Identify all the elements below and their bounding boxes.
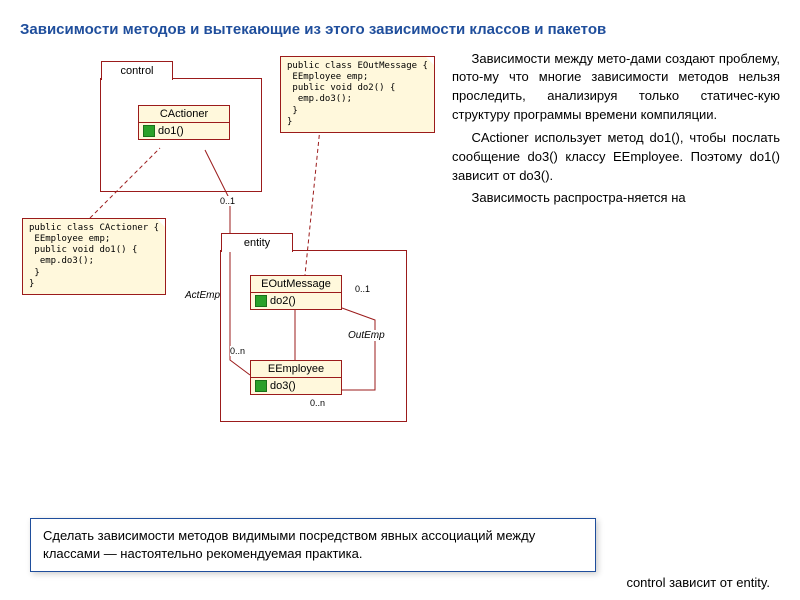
visibility-icon xyxy=(143,125,155,137)
class-eoutmessage: EOutMessage do2() xyxy=(250,275,342,310)
page-title: Зависимости методов и вытекающие из этог… xyxy=(20,20,780,40)
class-eemployee: EEmployee do3() xyxy=(250,360,342,395)
assoc-outemp: OutEmp xyxy=(348,330,385,341)
paragraph-1: Зависимости между мето-дами создают проб… xyxy=(452,50,780,125)
note-cactioner: public class CActioner { EEmployee emp; … xyxy=(22,218,166,296)
uml-diagram: control entity CActioner do1() EOutMessa… xyxy=(20,50,440,470)
paragraph-2: CActioner использует метод do1(), чтобы … xyxy=(452,129,780,186)
class-cactioner-name: CActioner xyxy=(139,106,229,123)
visibility-icon xyxy=(255,295,267,307)
mult-0n-b: 0..n xyxy=(310,398,325,408)
class-eoutmessage-op: do2() xyxy=(251,293,341,309)
mult-01-b: 0..1 xyxy=(355,284,370,294)
class-eemployee-op: do3() xyxy=(251,378,341,394)
mult-01-a: 0..1 xyxy=(220,196,235,206)
package-entity-label: entity xyxy=(221,233,293,252)
text-column: Зависимости между мето-дами создают проб… xyxy=(452,50,780,470)
op-label: do3() xyxy=(270,380,296,392)
class-cactioner-op: do1() xyxy=(139,123,229,139)
op-label: do1() xyxy=(158,125,184,137)
class-eemployee-name: EEmployee xyxy=(251,361,341,378)
note-eoutmessage: public class EOutMessage { EEmployee emp… xyxy=(280,56,435,134)
package-control-label: control xyxy=(101,61,173,80)
mult-0n-a: 0..n xyxy=(230,346,245,356)
assoc-actemp: ActEmp xyxy=(185,290,220,301)
paragraph-3: Зависимость распростра-няется на xyxy=(452,189,780,208)
class-eoutmessage-name: EOutMessage xyxy=(251,276,341,293)
content-row: control entity CActioner do1() EOutMessa… xyxy=(20,50,780,470)
class-cactioner: CActioner do1() xyxy=(138,105,230,140)
callout-box: Сделать зависимости методов видимыми пос… xyxy=(30,518,596,572)
op-label: do2() xyxy=(270,295,296,307)
cutoff-text: control зависит от entity. xyxy=(626,575,770,590)
visibility-icon xyxy=(255,380,267,392)
